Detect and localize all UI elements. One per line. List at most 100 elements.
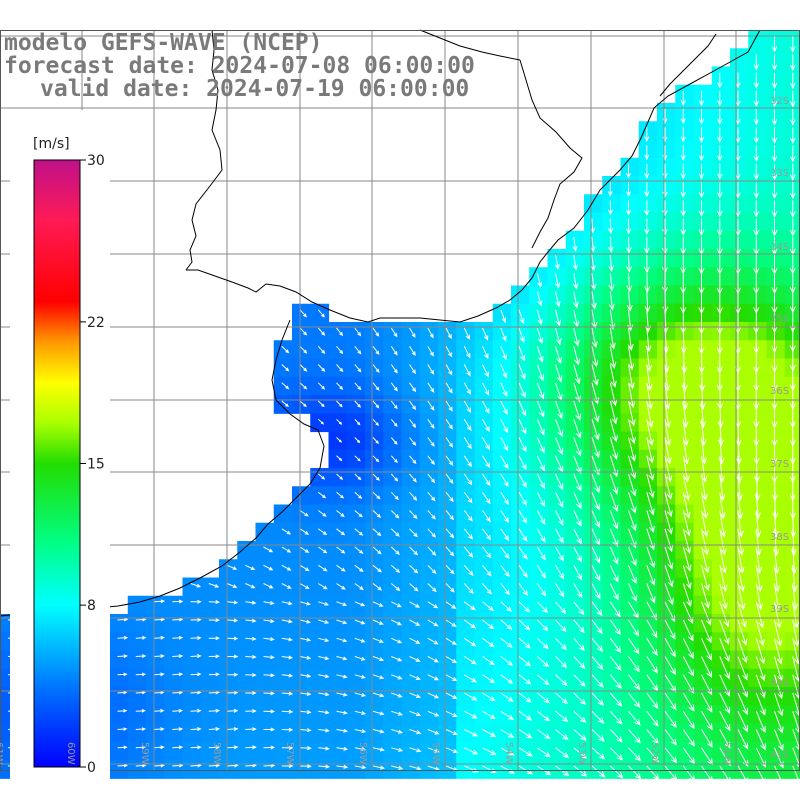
wind-arrow [445, 327, 452, 340]
wind-arrow [482, 327, 489, 341]
wind-arrow [701, 546, 710, 574]
wind-speed-cell [292, 541, 311, 560]
wind-arrow [445, 437, 454, 448]
wind-speed-cell [511, 687, 530, 706]
wind-arrow [135, 763, 147, 768]
wind-speed-cell [273, 577, 293, 597]
wind-arrow [336, 382, 344, 390]
wind-arrow [135, 727, 147, 731]
coastline [0, 29, 761, 617]
title-line-2: forecast date: 2024-07-08 06:00:00 [4, 53, 475, 79]
wind-arrow [153, 672, 165, 677]
wind-arrow [608, 254, 615, 273]
wind-speed-cell [401, 449, 421, 469]
wind-arrow [281, 619, 293, 624]
wind-speed-cell [237, 687, 257, 706]
latitude-label: 36S [770, 386, 789, 397]
wind-arrow [445, 674, 458, 681]
wind-arrow [354, 656, 366, 661]
wind-speed-cell [310, 541, 330, 560]
wind-arrow [500, 346, 507, 361]
wind-arrow [464, 729, 479, 737]
wind-speed-cell [456, 559, 476, 579]
wind-arrow [445, 619, 457, 627]
wind-arrow [445, 346, 453, 358]
longitude-label: 59W [139, 742, 150, 765]
wind-arrow [117, 672, 128, 677]
wind-speed-cell [474, 632, 494, 652]
wind-arrow [482, 419, 490, 433]
wind-speed-cell [511, 522, 530, 542]
colorbar-tick-label: 30 [87, 153, 105, 169]
wind-arrow [372, 656, 385, 661]
wind-speed-cell [748, 176, 768, 195]
wind-arrow [263, 709, 276, 714]
wind-speed-cell [109, 760, 129, 779]
wind-arrow [591, 492, 600, 511]
wind-speed-cell [456, 741, 476, 761]
wind-speed-cell [547, 614, 567, 633]
wind-arrow [664, 400, 672, 428]
wind-speed-cell [620, 413, 640, 433]
wind-speed-cell [565, 687, 585, 706]
wind-arrow [409, 729, 422, 735]
wind-speed-cell [602, 303, 622, 323]
wind-arrow [609, 729, 623, 743]
wind-speed-cell [383, 358, 403, 378]
wind-speed-cell [766, 48, 786, 68]
wind-speed-cell [182, 741, 202, 761]
wind-arrow [208, 708, 221, 713]
wind-arrow [591, 692, 605, 706]
wind-arrow [771, 36, 778, 53]
wind-speed-cell [766, 431, 786, 451]
wind-speed-cell [474, 431, 494, 451]
wind-arrow [117, 709, 128, 713]
coastline-path-north [519, 59, 583, 249]
wind-arrow [628, 656, 640, 673]
wind-speed-cell [273, 376, 293, 396]
wind-speed-cell [310, 303, 330, 323]
wind-speed-cell [657, 285, 676, 305]
wind-speed-cell [346, 449, 366, 469]
wind-speed-cell [565, 285, 585, 305]
wind-speed-cell [748, 103, 768, 122]
wind-arrow [409, 382, 417, 393]
wind-speed-cell [657, 267, 676, 287]
wind-arrow [336, 418, 343, 425]
wind-arrow [281, 564, 292, 571]
wind-arrow [680, 200, 687, 217]
wind-arrow [427, 455, 435, 466]
wind-speed-cell [310, 486, 330, 506]
wind-arrow [555, 346, 562, 365]
wind-arrow [646, 492, 655, 516]
wind-speed-cell [383, 322, 403, 341]
wind-speed-cell [657, 176, 676, 195]
wind-arrow [409, 455, 417, 465]
wind-speed-cell [255, 595, 275, 615]
wind-speed-cell [620, 431, 640, 451]
wind-speed-cell [310, 376, 330, 396]
wind-arrow [699, 400, 707, 429]
wind-speed-cell [620, 267, 640, 287]
wind-arrow [208, 672, 220, 677]
wind-arrow [628, 765, 642, 780]
wind-arrow [336, 583, 346, 590]
wind-speed-cell [602, 285, 622, 305]
wind-speed-cell [273, 650, 293, 670]
wind-speed-cell [620, 376, 640, 396]
wind-arrow [646, 710, 659, 727]
wind-arrow [555, 291, 561, 308]
wind-speed-cell [273, 559, 293, 579]
wind-arrow [591, 473, 600, 494]
wind-arrow [518, 692, 532, 703]
wind-speed-cell [401, 468, 421, 487]
wind-speed-cell [711, 486, 731, 506]
wind-arrow [716, 200, 723, 218]
wind-speed-cell [784, 668, 800, 688]
wind-arrow [500, 674, 514, 684]
wind-speed-cell [511, 632, 530, 652]
wind-arrow [263, 745, 276, 750]
wind-speed-cell [127, 650, 147, 670]
wind-speed-cell [200, 668, 220, 688]
wind-speed-cell [146, 705, 165, 725]
